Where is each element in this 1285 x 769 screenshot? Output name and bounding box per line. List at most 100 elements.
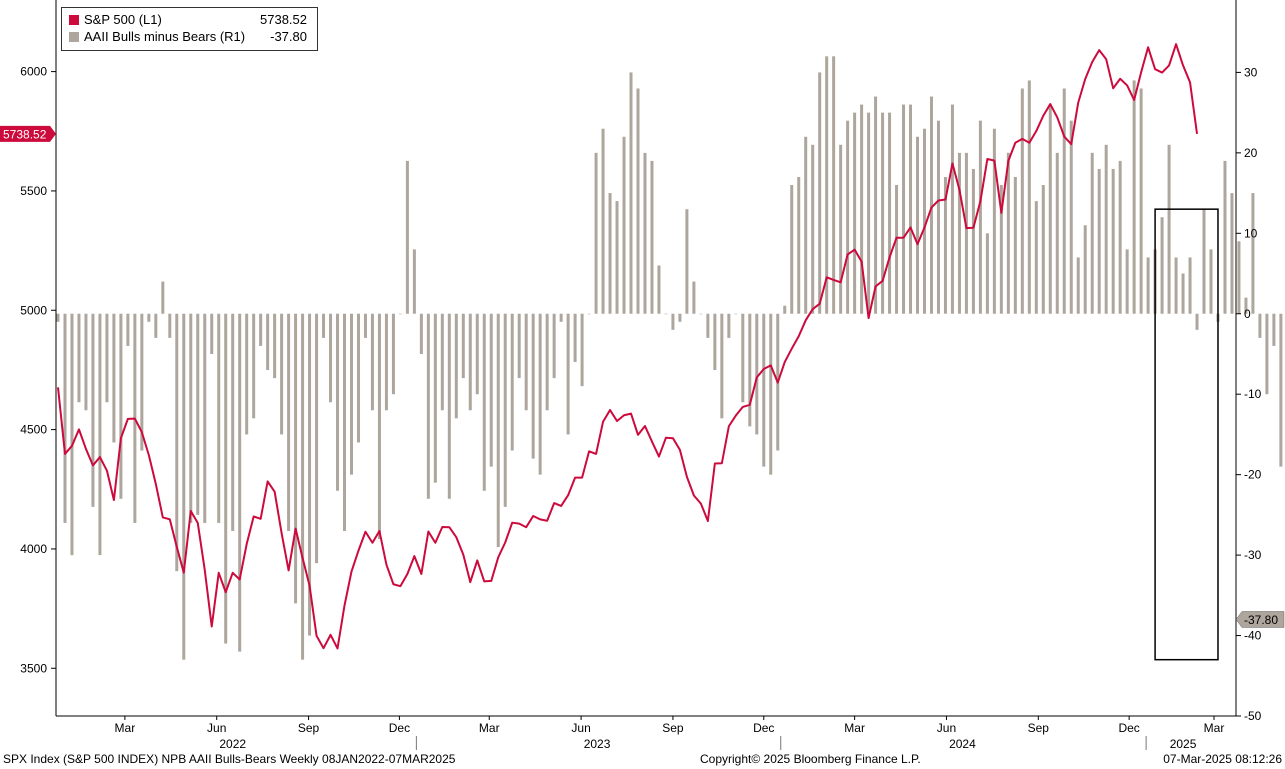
aaii-bar: [433, 313, 437, 483]
aaii-bar: [587, 313, 591, 315]
aaii-bar: [839, 144, 843, 314]
right-axis-tick-label: 30: [1244, 65, 1258, 79]
left-axis-tick-label: 4000: [20, 542, 47, 556]
last-value-tags: 5738.52 -37.80: [0, 125, 1285, 628]
aaii-bar: [266, 313, 270, 371]
aaii-bar: [853, 112, 857, 314]
aaii-bar: [182, 313, 186, 660]
aaii-bar: [727, 313, 731, 338]
aaii-bar: [734, 313, 738, 315]
spx-line: [57, 43, 1199, 650]
aaii-bar: [594, 152, 598, 314]
aaii-bar: [650, 160, 654, 314]
aaii-bar: [203, 313, 207, 523]
aaii-bar: [1062, 88, 1066, 314]
aaii-bar: [720, 313, 724, 419]
legend-value-aaii: -37.80: [270, 29, 307, 44]
x-axis-tick-label: Dec: [389, 721, 410, 735]
x-axis-tick-label: Dec: [753, 721, 774, 735]
left-axis-tick-label: 5500: [20, 184, 47, 198]
x-axis-tick-label: Mar: [479, 721, 500, 735]
aaii-bar: [1244, 297, 1248, 314]
aaii-bar: [1048, 104, 1052, 314]
aaii-bar: [77, 313, 81, 403]
aaii-bar: [419, 313, 423, 354]
aaii-bar: [217, 313, 221, 523]
aaii-bar: [503, 313, 507, 507]
aaii-bar: [336, 313, 340, 491]
aaii-bar: [231, 313, 235, 531]
aaii-bar: [811, 144, 815, 314]
aaii-bar: [992, 128, 996, 314]
footer-source: SPX Index (S&P 500 INDEX) NPB AAII Bulls…: [3, 752, 456, 766]
aaii-bar: [273, 313, 277, 379]
aaii-bar: [496, 313, 500, 548]
x-axis-tick-label: Sep: [662, 721, 684, 735]
x-axis-tick-label: Mar: [115, 721, 136, 735]
aaii-bar: [140, 313, 144, 451]
x-axis-year-label: 2025: [1170, 737, 1197, 751]
aaii-bar: [1195, 313, 1199, 330]
aaii-bar: [678, 313, 682, 322]
aaii-bar: [447, 313, 451, 499]
aaii-bar: [999, 185, 1003, 314]
left-axis-tick-label: 4500: [20, 423, 47, 437]
aaii-bar: [63, 313, 67, 523]
aaii-bar: [1202, 209, 1206, 314]
aaii-bar: [161, 281, 165, 314]
aaii-bar: [377, 313, 381, 540]
aaii-bar: [545, 313, 549, 411]
aaii-bar: [629, 72, 633, 314]
aaii-bar: [391, 313, 395, 395]
aaii-bar: [1132, 80, 1136, 314]
legend-swatch-spx: [69, 15, 79, 25]
aaii-bar: [1104, 144, 1108, 314]
x-axis-tick-label: Dec: [1118, 721, 1139, 735]
aaii-bar: [440, 313, 444, 411]
right-axis-tick-label: -40: [1244, 629, 1262, 643]
aaii-bar: [1055, 152, 1059, 314]
aaii-bar: [909, 104, 913, 314]
left-axis-tick-label: 3500: [20, 661, 47, 675]
aaii-bar: [1146, 257, 1150, 314]
aaii-bar: [454, 313, 458, 419]
aaii-bar: [363, 313, 367, 338]
aaii-bar: [56, 313, 60, 322]
aaii-bar: [343, 313, 346, 531]
aaii-bar: [1209, 249, 1213, 314]
aaii-bar: [559, 313, 563, 322]
aaii-bar: [964, 152, 968, 314]
aaii-bar: [1265, 313, 1269, 395]
aaii-bar: [252, 313, 256, 419]
aaii-bar: [671, 313, 675, 330]
aaii-bar: [1013, 176, 1017, 314]
aaii-bar: [769, 313, 773, 475]
aaii-bar: [790, 185, 794, 314]
right-axis-tick-label: -50: [1244, 709, 1262, 723]
aaii-bar: [985, 233, 989, 314]
aaii-bar: [461, 313, 465, 379]
aaii-bar: [1097, 168, 1101, 314]
aaii-bar: [126, 313, 130, 346]
aaii-bar: [398, 313, 402, 315]
x-axis-year-label: 2024: [949, 737, 976, 751]
aaii-last-value-tag: [1235, 611, 1285, 628]
legend-label-spx: S&P 500 (L1): [84, 12, 162, 27]
aaii-bar: [1118, 160, 1122, 314]
footer-copyright: Copyright© 2025 Bloomberg Finance L.P.: [700, 752, 921, 766]
aaii-bar: [664, 313, 668, 315]
aaii-bar: [923, 128, 926, 314]
aaii-bar: [657, 265, 661, 314]
x-axis-tick-label: Sep: [1028, 721, 1050, 735]
aaii-bar: [1272, 313, 1276, 346]
aaii-bar: [1174, 257, 1178, 314]
aaii-bar: [608, 193, 612, 314]
legend-item-spx: S&P 500 (L1) 5738.52: [69, 12, 313, 28]
legend-item-aaii: AAII Bulls minus Bears (R1) -37.80: [69, 29, 313, 45]
aaii-bar: [867, 112, 871, 314]
aaii-bar: [832, 56, 836, 314]
aaii-bar: [84, 313, 88, 411]
aaii-bar: [91, 313, 95, 507]
aaii-bar: [1181, 273, 1185, 314]
aaii-bar: [622, 136, 626, 314]
